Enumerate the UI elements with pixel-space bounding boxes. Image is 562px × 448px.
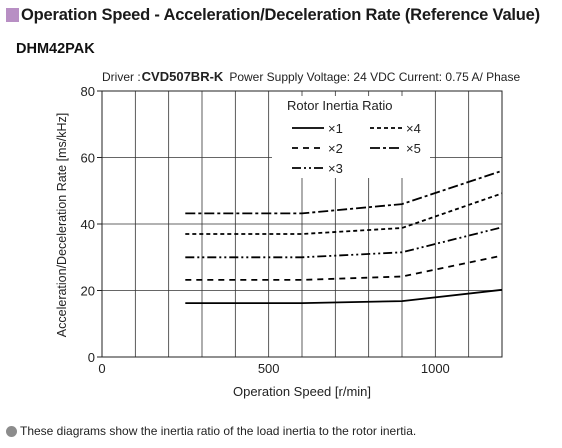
y-axis-label: Acceleration/Deceleration Rate [ms/kHz] xyxy=(55,113,69,337)
caption-driver-label: Driver :CVD507BR-K Power Supply Voltage: … xyxy=(102,69,520,84)
series-line-5 xyxy=(185,169,503,215)
footnote: These diagrams show the inertia ratio of… xyxy=(6,424,416,438)
caption-driver-model: CVD507BR-K xyxy=(142,69,224,84)
bullet-icon xyxy=(6,425,17,437)
legend-title: Rotor Inertia Ratio xyxy=(287,98,393,113)
model-name: DHM42PAK xyxy=(16,41,95,57)
page-title: Operation Speed - Acceleration/Decelerat… xyxy=(21,5,540,24)
legend-background xyxy=(272,96,430,178)
series-line-2 xyxy=(185,254,503,281)
footnote-text: These diagrams show the inertia ratio of… xyxy=(20,424,417,438)
legend-label-4: ×4 xyxy=(406,121,421,136)
section-header: Operation Speed - Acceleration/Decelerat… xyxy=(6,4,540,26)
legend-label-5: ×5 xyxy=(406,141,421,156)
header-accent-square xyxy=(6,8,19,22)
chart: Driver :CVD507BR-K Power Supply Voltage: … xyxy=(55,69,520,399)
series-line-1 xyxy=(185,288,503,305)
y-tick-label: 0 xyxy=(88,350,95,365)
legend-label-1: ×1 xyxy=(328,121,343,136)
y-tick-label: 60 xyxy=(81,151,95,166)
y-tick-label: 40 xyxy=(81,217,95,232)
series-layer xyxy=(185,169,503,305)
y-tick-label: 80 xyxy=(81,84,95,99)
x-tick-label: 1000 xyxy=(421,361,450,376)
axis-ticks: 0 20 40 60 80 0 500 1000 xyxy=(81,84,450,376)
caption-driver-label-text: Driver : xyxy=(102,70,141,84)
legend: Rotor Inertia Ratio ×1 ×2 ×3 ×4 ×5 xyxy=(272,96,430,178)
caption-specs: Power Supply Voltage: 24 VDC Current: 0.… xyxy=(229,70,520,84)
x-tick-label: 0 xyxy=(98,361,105,376)
x-tick-label: 500 xyxy=(258,361,280,376)
y-tick-label: 20 xyxy=(81,284,95,299)
series-line-4 xyxy=(185,192,503,235)
legend-label-3: ×3 xyxy=(328,161,343,176)
series-line-3 xyxy=(185,226,503,259)
x-axis-label: Operation Speed [r/min] xyxy=(233,384,371,399)
legend-label-2: ×2 xyxy=(328,141,343,156)
